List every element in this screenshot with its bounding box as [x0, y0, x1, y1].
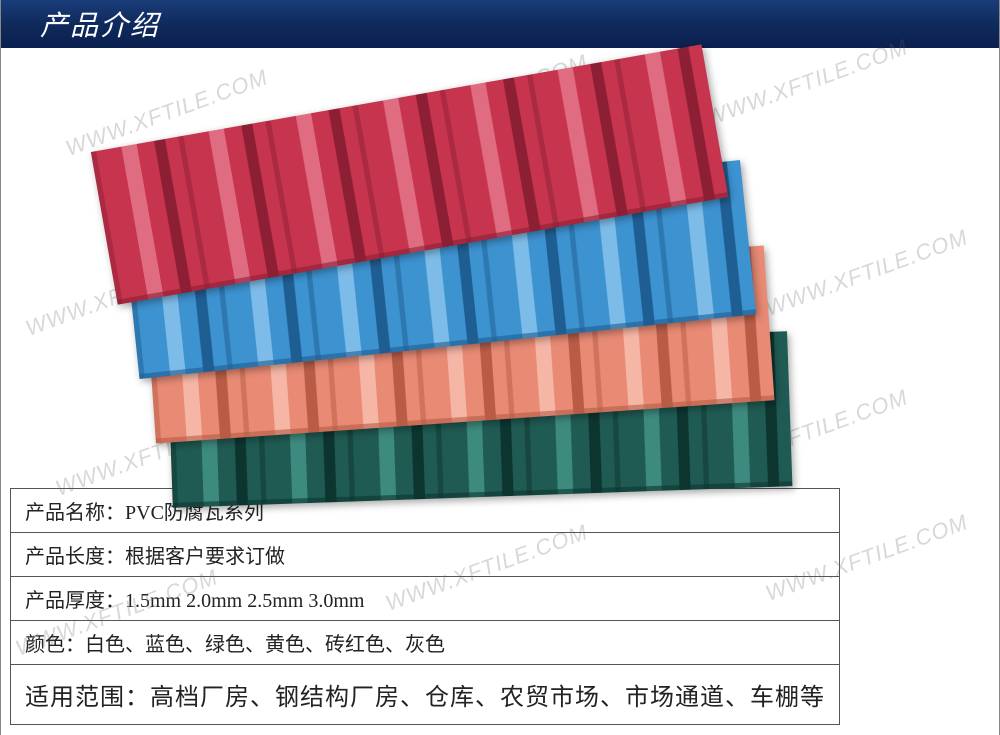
product-image-area [0, 48, 1000, 545]
header-title: 产品介绍 [40, 4, 160, 44]
spec-scope-row: 适用范围：高档厂房、钢结构厂房、仓库、农贸市场、市场通道、车棚等 [11, 665, 840, 725]
header-bar: 产品介绍 [0, 0, 1000, 48]
specs-table: 产品名称：PVC防腐瓦系列产品长度：根据客户要求订做产品厚度：1.5mm 2.0… [10, 488, 840, 725]
tile-stack [125, 97, 875, 497]
spec-row: 产品长度：根据客户要求订做 [11, 533, 840, 577]
spec-row: 产品厚度：1.5mm 2.0mm 2.5mm 3.0mm [11, 577, 840, 621]
spec-scope-cell: 适用范围：高档厂房、钢结构厂房、仓库、农贸市场、市场通道、车棚等 [11, 665, 840, 725]
spec-cell: 产品厚度：1.5mm 2.0mm 2.5mm 3.0mm [11, 577, 840, 621]
spec-cell: 产品长度：根据客户要求订做 [11, 533, 840, 577]
spec-row: 颜色：白色、蓝色、绿色、黄色、砖红色、灰色 [11, 621, 840, 665]
spec-cell: 颜色：白色、蓝色、绿色、黄色、砖红色、灰色 [11, 621, 840, 665]
